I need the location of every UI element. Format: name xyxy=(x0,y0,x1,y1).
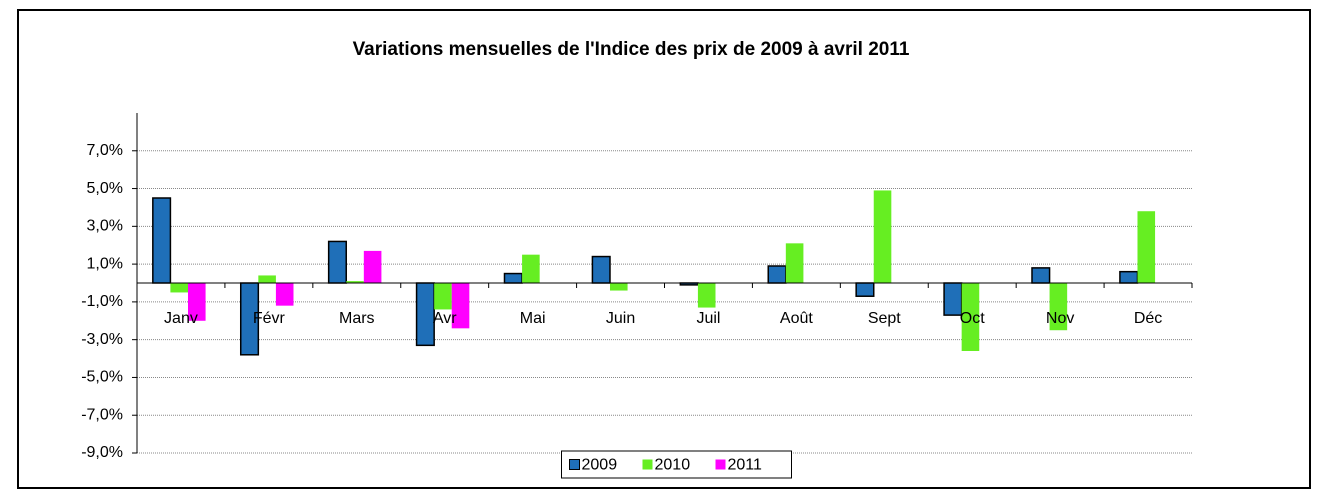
x-tick-label: Août xyxy=(780,310,813,327)
bar xyxy=(363,250,382,283)
bar xyxy=(258,275,276,283)
bar xyxy=(327,240,347,284)
bar xyxy=(503,272,523,284)
bar xyxy=(415,282,435,347)
chart-border xyxy=(17,9,1311,489)
bar xyxy=(697,283,716,308)
bar xyxy=(961,283,980,351)
y-tick-label: 1,0% xyxy=(87,255,123,272)
legend-swatch xyxy=(642,459,653,470)
bar xyxy=(170,283,188,293)
bar xyxy=(1137,211,1156,283)
x-tick-label: Janv xyxy=(164,310,198,327)
bar xyxy=(767,265,787,284)
x-tick-label: Avr xyxy=(433,310,457,327)
x-tick-label: Févr xyxy=(253,310,286,327)
legend-swatch xyxy=(715,459,726,470)
bar xyxy=(451,283,470,329)
bar xyxy=(873,190,892,283)
x-tick-label: Juil xyxy=(696,310,720,327)
x-tick-label: Mars xyxy=(339,310,375,327)
x-tick-label: Juin xyxy=(606,310,635,327)
x-tick-label: Mai xyxy=(520,310,546,327)
x-tick-label: Sept xyxy=(868,310,901,327)
x-tick-label: Nov xyxy=(1046,310,1074,327)
y-tick-label: 5,0% xyxy=(87,180,123,197)
legend-label: 2009 xyxy=(582,457,618,474)
y-tick-label: 7,0% xyxy=(87,142,123,159)
y-tick-label: -5,0% xyxy=(81,369,123,386)
y-tick-label: -7,0% xyxy=(81,406,123,423)
x-tick-label: Déc xyxy=(1134,310,1162,327)
bar xyxy=(152,197,172,284)
bar xyxy=(434,283,452,310)
chart-title: Variations mensuelles de l'Indice des pr… xyxy=(353,39,910,60)
legend-box xyxy=(561,450,792,479)
bar xyxy=(609,283,628,291)
bar xyxy=(187,283,206,321)
bar xyxy=(1031,267,1051,284)
bar xyxy=(346,281,364,283)
bar xyxy=(275,283,294,306)
bar xyxy=(591,255,611,284)
bar xyxy=(522,254,540,283)
bar xyxy=(785,243,804,283)
bar xyxy=(1049,283,1068,331)
y-tick-label: 3,0% xyxy=(87,218,123,235)
y-tick-label: -9,0% xyxy=(81,444,123,461)
legend-swatch xyxy=(569,459,580,470)
y-tick-label: -3,0% xyxy=(81,331,123,348)
bar xyxy=(1119,270,1139,284)
legend-label: 2011 xyxy=(728,457,763,474)
y-tick-label: -1,0% xyxy=(81,293,123,310)
bar xyxy=(855,282,875,297)
legend-label: 2010 xyxy=(655,457,691,474)
x-tick-label: Oct xyxy=(960,310,985,327)
